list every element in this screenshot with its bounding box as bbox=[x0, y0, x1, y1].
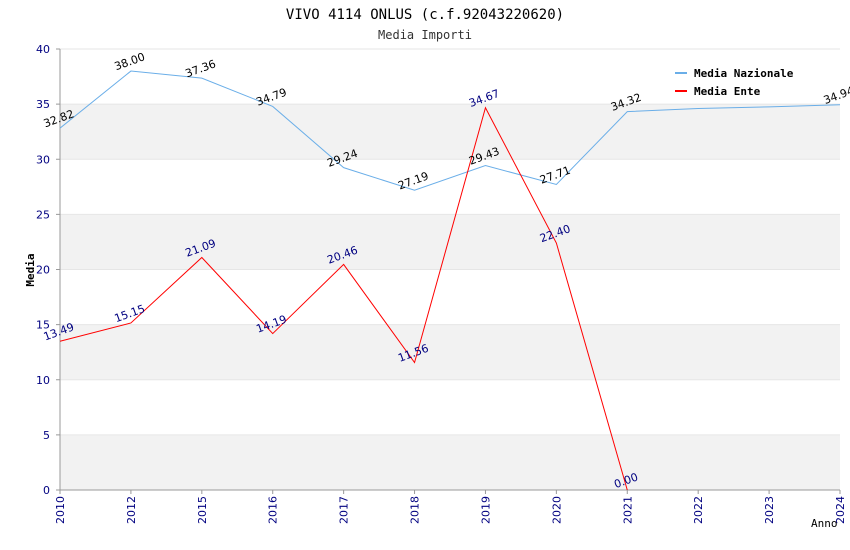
legend-label: Media Nazionale bbox=[694, 67, 794, 80]
grid-band bbox=[60, 379, 840, 435]
chart-title: VIVO 4114 ONLUS (c.f.92043220620) bbox=[286, 7, 564, 23]
x-axis: 2010 2012 2015 2016 2017 2018 2019 2020 2021 2022… bbox=[54, 489, 847, 524]
y-tick-label: 10 bbox=[36, 374, 50, 387]
series-line bbox=[59, 106, 628, 491]
grid-band bbox=[60, 214, 840, 270]
x-tick-label: 2018 bbox=[409, 496, 422, 524]
x-tick-label: 2010 bbox=[54, 496, 67, 524]
y-tick-label: 15 bbox=[36, 319, 50, 332]
y-axis-label: Media bbox=[24, 253, 37, 286]
grid-band bbox=[60, 159, 840, 215]
x-tick-label: 2021 bbox=[621, 496, 634, 524]
y-tick-label: 35 bbox=[36, 98, 50, 111]
y-tick-label: 40 bbox=[36, 43, 50, 56]
x-tick-label: 2016 bbox=[267, 496, 280, 524]
x-tick-label: 2024 bbox=[834, 496, 847, 524]
grid-bands bbox=[60, 48, 840, 491]
x-tick-label: 2020 bbox=[550, 496, 563, 524]
chart-subtitle: Media Importi bbox=[378, 28, 472, 42]
legend: Media Nazionale Media Ente bbox=[669, 60, 810, 102]
series-lines bbox=[59, 70, 841, 491]
x-tick-label: 2019 bbox=[479, 496, 492, 524]
series-line bbox=[59, 70, 841, 191]
y-tick-label: 25 bbox=[36, 208, 50, 221]
legend-label: Media Ente bbox=[694, 85, 761, 98]
grid-band bbox=[60, 434, 840, 490]
x-tick-label: 2015 bbox=[196, 496, 209, 524]
x-axis-label: Anno bbox=[811, 517, 838, 530]
grid-band bbox=[60, 104, 840, 160]
grid-band bbox=[60, 269, 840, 325]
legend-box bbox=[669, 60, 810, 102]
y-tick-label: 0 bbox=[43, 484, 50, 497]
x-tick-label: 2022 bbox=[692, 496, 705, 524]
y-axis: 0 5 10 15 20 25 30 35 40 bbox=[36, 43, 61, 497]
x-tick-label: 2017 bbox=[338, 496, 351, 524]
grid-band bbox=[60, 324, 840, 380]
y-tick-label: 30 bbox=[36, 153, 50, 166]
y-tick-label: 20 bbox=[36, 264, 50, 277]
x-tick-label: 2023 bbox=[763, 496, 776, 524]
y-tick-label: 5 bbox=[43, 429, 50, 442]
x-tick-label: 2012 bbox=[125, 496, 138, 524]
